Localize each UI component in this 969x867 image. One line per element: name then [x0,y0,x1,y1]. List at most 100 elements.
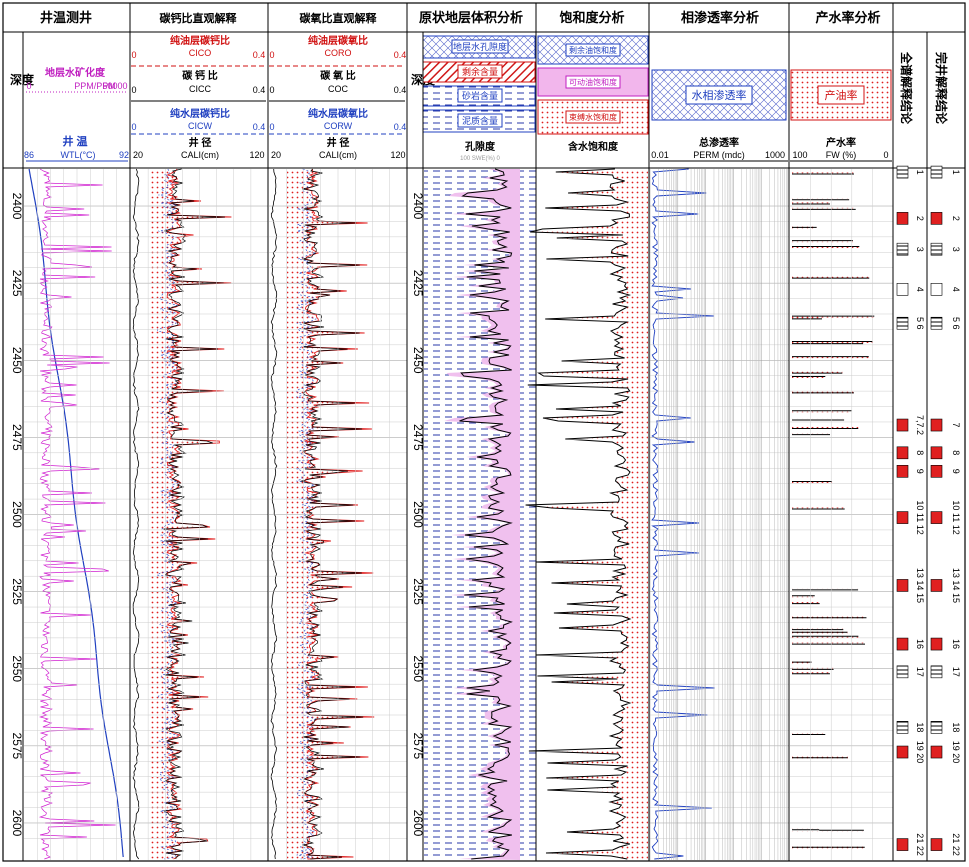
t5-legend-0: 剩余油饱和度 [569,45,617,55]
wt-min: 86 [24,150,34,160]
t7-unit: FW (%) [826,150,857,160]
col-title-temperature: 井温测井 [40,10,92,25]
water-ratio-curve [295,168,317,860]
measured-ratio-curve [300,168,364,860]
t2-cali-max: 120 [249,150,264,160]
t6-legend: 水相渗透率 [692,88,747,102]
complete-interp-symbol [930,838,943,851]
wt-max: 92 [119,150,129,160]
full-interp-symbol [896,446,909,460]
complete-interp-symbol [930,637,943,651]
t3-w-max: 0.4 [394,122,407,132]
t2-oil-max: 0.4 [253,50,266,60]
full-interp-layer: 7,7.2 [915,415,925,435]
full-interp-symbol [896,721,909,734]
complete-interp-layer: 9 [951,469,961,474]
t3-oil-min: 0 [269,50,274,60]
t4-legend-label-bg-0 [451,39,509,54]
t2-cali-mnem: CALI(cm) [181,150,219,160]
complete-interp-symbol [930,283,943,296]
t6-max: 1000 [765,150,785,160]
t2-c-name: 碳 钙 比 [182,69,218,82]
col-title-volume: 原状地层体积分析 [419,10,523,25]
depth-label: 2425 [10,270,24,297]
complete-interp-symbol [930,446,943,460]
full-interp-layer: 4 [915,287,925,292]
t3-c-name: 碳 氧 比 [320,69,356,82]
t7-max: 0 [883,150,888,160]
col-title-permeability: 相渗透率分析 [681,10,759,25]
full-interp-symbol [896,418,909,432]
temperature-curve [28,168,124,858]
col-title-cooxy: 碳氧比直观解释 [300,11,378,25]
depth-label: 2575 [10,733,24,760]
t5-legend-2: 束缚水饱和度 [569,112,617,122]
t2-oil-min: 0 [131,50,136,60]
depth-label: 2500 [10,501,24,528]
complete-interp-symbol [930,745,943,759]
complete-interp-layer: 21 22 [951,833,961,856]
full-interp-layer: 9 [915,469,925,474]
salinity-name: 地层水矿化度 [45,66,106,79]
t3-cali-mnem: CALI(cm) [319,150,357,160]
col-title-water-rate: 产水率分析 [815,10,880,25]
t2-w-max: 0.4 [253,122,266,132]
permeability-curve [651,168,715,860]
complete-interp-symbol [930,242,943,256]
t3-c-min: 0 [269,85,274,95]
full-interp-symbol [896,242,909,256]
salinity-unit: PPM/PPM [74,81,116,91]
porosity-curve [459,168,513,860]
depth-label: 2450 [10,347,24,374]
t3-cali-name: 井 径 [327,136,350,149]
full-interp-symbol [896,165,909,179]
saturation-curve [525,168,632,860]
t4-legend-2: 砂岩含量 [462,90,498,101]
t3-oil-name: 纯油层碳氧比 [308,34,368,47]
t7-legend-label-bg [817,85,865,105]
complete-interp-layer: 13 14 15 [951,568,961,603]
t5-legend-label-bg-0 [565,43,621,57]
full-interp-layer: 13 14 15 [915,568,925,603]
t4-legend-label-bg-2 [457,88,503,103]
caliper-curve [132,168,140,860]
ratio-shade [149,169,211,860]
column-separators [22,3,928,861]
depth-label: 2600 [10,810,24,837]
t3-c-mnem: COC [328,84,349,94]
t2-w-min: 0 [131,122,136,132]
full-interp-symbol [896,511,909,524]
complete-interp-layer: 5 6 [951,317,961,330]
depth-label: 2525 [411,578,425,605]
complete-interp-layer: 7 [951,423,961,428]
full-interp-layer: 21 22 [915,833,925,856]
t6-curve: 总渗透率 [699,136,739,149]
complete-interp-layer: 4 [951,287,961,292]
depth-label: 2600 [411,810,425,837]
t2-w-name: 纯水层碳钙比 [170,107,230,120]
complete-interp-layer: 3 [951,247,961,252]
t6-min: 0.01 [651,150,669,160]
salinity-curve [38,168,116,860]
t4-curve-sub: 100 SWE(%) 0 [460,156,500,162]
caliper-curve [270,168,278,860]
complete-interp-layer: 18 [951,722,961,732]
depth-label: 2500 [411,501,425,528]
t4-legend-1: 剩余含量 [462,66,498,77]
t4-legend-3: 泥质含量 [462,115,498,126]
full-interp-layer: 10 11 12 [915,500,925,534]
complete-interp-layer: 10 11 12 [951,500,961,534]
full-interp-layer: 18 [915,722,925,732]
full-interp-layer: 17 [915,667,925,677]
salinity-max: 50000 [102,81,127,91]
depth-label: 2400 [10,193,24,220]
complete-interp-symbol [930,418,943,432]
depth-label: 2550 [10,655,24,682]
full-interp-layer: 1 [915,170,925,175]
complete-interp-symbol [930,465,943,478]
complete-interp-symbol [930,212,943,225]
t3-c-max: 0.4 [394,85,407,95]
saturation-fill [525,169,648,860]
t2-oil-mnem: CICO [189,48,212,58]
